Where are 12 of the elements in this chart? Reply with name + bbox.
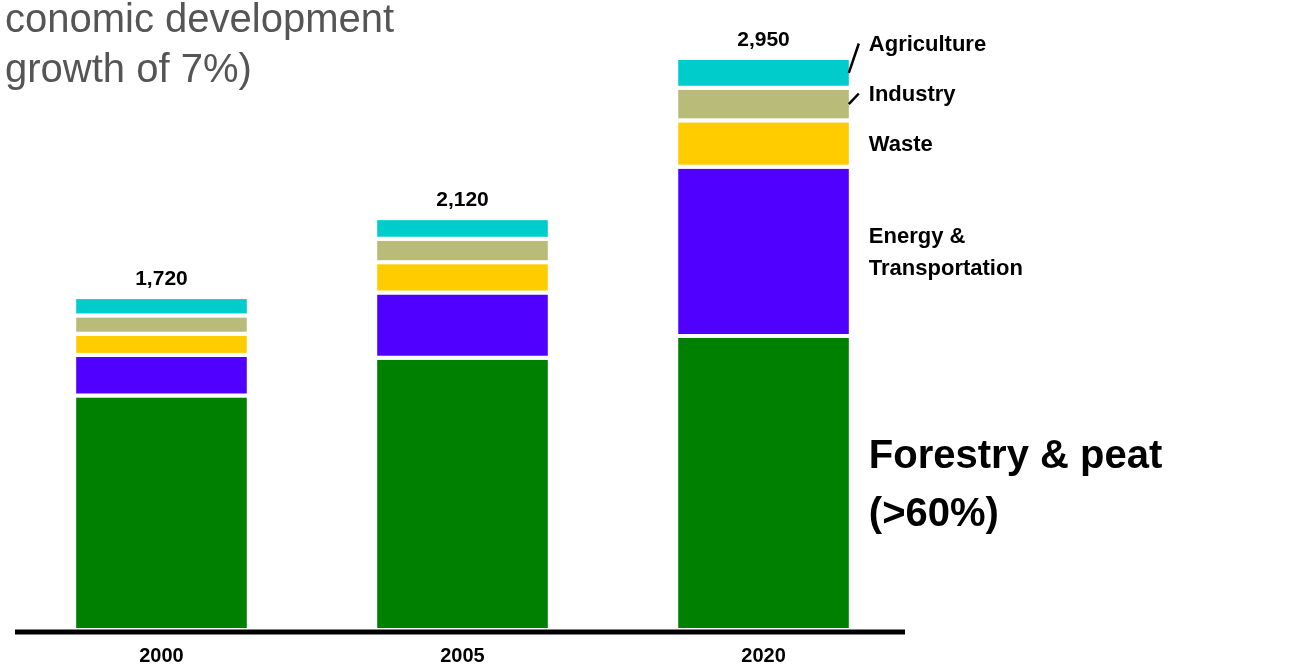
x-tick-label: 2000 [139,644,184,666]
x-tick-label: 2020 [741,644,786,666]
annotation: 2,120 [436,187,489,211]
chart-title: conomic development growth of 7%) [5,0,395,90]
series-label: Industry [868,81,957,107]
annotation: 2,950 [737,27,790,50]
series-label: Forestry & peat (>60%) [868,432,1163,534]
series-label: Waste [868,131,933,157]
series-label: Agriculture [868,31,987,57]
annotation: 1,720 [135,266,188,290]
x-tick-label: 2005 [440,644,485,666]
series-label: Energy & Transportation [868,223,1023,280]
